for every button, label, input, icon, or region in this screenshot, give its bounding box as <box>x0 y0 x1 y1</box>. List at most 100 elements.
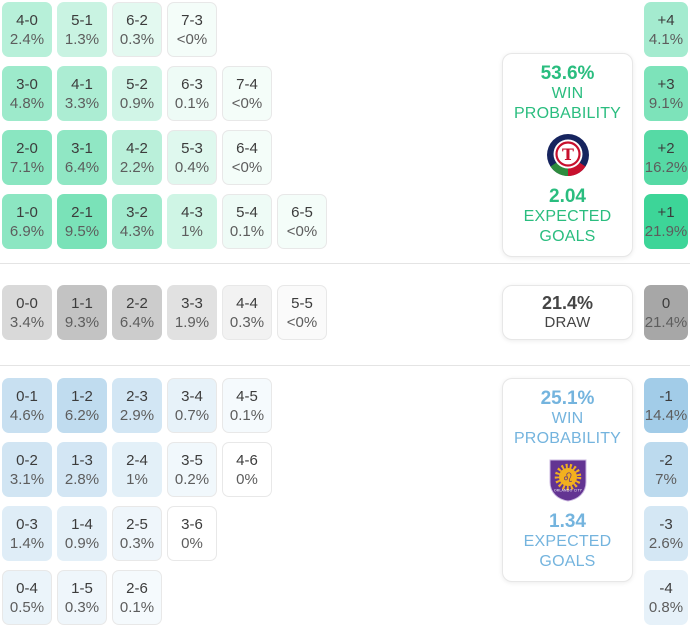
probability: 2.9% <box>119 406 155 424</box>
probability: <0% <box>231 158 263 176</box>
goal-diff-cell-+4: +4 4.1% <box>644 2 688 57</box>
scoreline: 4-6 <box>236 451 258 469</box>
score-cell-6-3: 6-3 0.1% <box>167 66 217 121</box>
score-cell-5-3: 5-3 0.4% <box>167 130 217 185</box>
score-cell-4-1: 4-1 3.3% <box>57 66 107 121</box>
away-win-panel: 25.1% WIN PROBABILITY ♌ ORLANDO CITY 1.3… <box>502 378 633 582</box>
scoreline: 6-4 <box>236 139 258 157</box>
probability: 2.6% <box>648 534 684 552</box>
probability: 0.1% <box>229 222 265 240</box>
scoreline: 2-1 <box>71 203 93 221</box>
goal-diff-cell--4: -4 0.8% <box>644 570 688 625</box>
scoreline: 0-0 <box>16 294 38 312</box>
probability: 7% <box>655 470 677 488</box>
scoreline: 0-2 <box>16 451 38 469</box>
section-divider <box>0 365 690 366</box>
probability: 0% <box>236 470 258 488</box>
probability: 0.1% <box>174 94 210 112</box>
home-win-scores-grid: 4-0 2.4% 5-1 1.3% 6-2 0.3% 7-3 <0% 3-0 4.8% 4-1 3.3… <box>2 2 327 258</box>
score-cell-0-3: 0-3 1.4% <box>2 506 52 561</box>
probability: 4.6% <box>9 406 45 424</box>
scoreline: 6-5 <box>291 203 313 221</box>
home-team-logo-icon: T <box>546 134 589 176</box>
section-divider <box>0 263 690 264</box>
score-row: 2-0 7.1% 3-1 6.4% 4-2 2.2% 5-3 0.4% 6-4 <0% <box>2 130 327 185</box>
goal-diff-cell--2: -2 7% <box>644 442 688 497</box>
probability: 0.3% <box>229 313 265 331</box>
probability: <0% <box>286 222 318 240</box>
score-cell-1-2: 1-2 6.2% <box>57 378 107 433</box>
score-cell-4-0: 4-0 2.4% <box>2 2 52 57</box>
score-cell-3-1: 3-1 6.4% <box>57 130 107 185</box>
probability: 4.3% <box>119 222 155 240</box>
scoreline: 3-1 <box>71 139 93 157</box>
scoreline: 5-4 <box>236 203 258 221</box>
scoreline: 4-2 <box>126 139 148 157</box>
probability: 3.1% <box>9 470 45 488</box>
scoreline: 3-0 <box>16 75 38 93</box>
scoreline: 3-6 <box>181 515 203 533</box>
scoreline: 3-3 <box>181 294 203 312</box>
score-row: 3-0 4.8% 4-1 3.3% 5-2 0.9% 6-3 0.1% 7-4 <0% <box>2 66 327 121</box>
score-row: 0-0 3.4% 1-1 9.3% 2-2 6.4% 3-3 1.9% 4-4 0.3% 5-5 <0… <box>2 285 327 340</box>
score-row: 0-3 1.4% 1-4 0.9% 2-5 0.3% 3-6 0% <box>2 506 272 561</box>
probability: 3.4% <box>9 313 45 331</box>
probability: 2.8% <box>64 470 100 488</box>
probability: 0.7% <box>174 406 210 424</box>
scoreline: 1-2 <box>71 387 93 405</box>
away-team-badge-text: ORLANDO CITY <box>553 489 582 493</box>
probability: 1.4% <box>9 534 45 552</box>
away-goal-diff-column: -1 14.4% -2 7% -3 2.6% -4 0.8% <box>644 378 688 625</box>
score-cell-1-3: 1-3 2.8% <box>57 442 107 497</box>
scoreline: 0-1 <box>16 387 38 405</box>
away-team-logo-icon: ♌ ORLANDO CITY <box>549 459 586 502</box>
goal-diff-cell-+3: +3 9.1% <box>644 66 688 121</box>
probability: 0.1% <box>229 406 265 424</box>
scoreline: 5-1 <box>71 11 93 29</box>
probability: 21.4% <box>644 313 688 331</box>
away-expected-goals: 1.34 EXPECTED GOALS <box>512 511 624 572</box>
scoreline: 0-4 <box>16 579 38 597</box>
scoreline: 1-0 <box>16 203 38 221</box>
probability: 9.3% <box>64 313 100 331</box>
score-cell-3-4: 3-4 0.7% <box>167 378 217 433</box>
home-win-probability-value: 53.6% <box>540 63 595 84</box>
scoreline: 7-3 <box>181 11 203 29</box>
score-cell-6-5: 6-5 <0% <box>277 194 327 249</box>
score-cell-2-0: 2-0 7.1% <box>2 130 52 185</box>
probability: 0.3% <box>119 30 155 48</box>
score-cell-2-3: 2-3 2.9% <box>112 378 162 433</box>
probability: 0.9% <box>64 534 100 552</box>
score-cell-5-2: 5-2 0.9% <box>112 66 162 121</box>
probability: 0.4% <box>174 158 210 176</box>
goal-diff: +2 <box>657 139 675 157</box>
score-cell-7-4: 7-4 <0% <box>222 66 272 121</box>
score-cell-2-6: 2-6 0.1% <box>112 570 162 625</box>
probability: 6.2% <box>64 406 100 424</box>
goal-diff-cell-+2: +2 16.2% <box>644 130 688 185</box>
score-cell-6-2: 6-2 0.3% <box>112 2 162 57</box>
scoreline: 5-2 <box>126 75 148 93</box>
score-cell-0-1: 0-1 4.6% <box>2 378 52 433</box>
probability: 1% <box>126 470 148 488</box>
draw-goal-diff-column: 0 21.4% <box>644 285 688 340</box>
goal-diff: +1 <box>657 203 675 221</box>
probability: 0.2% <box>174 470 210 488</box>
score-row: 4-0 2.4% 5-1 1.3% 6-2 0.3% 7-3 <0% <box>2 2 327 57</box>
goal-diff: -1 <box>659 387 673 405</box>
score-cell-4-6: 4-6 0% <box>222 442 272 497</box>
score-row: 0-2 3.1% 1-3 2.8% 2-4 1% 3-5 0.2% 4-6 0% <box>2 442 272 497</box>
home-win-probability: 53.6% WIN PROBABILITY <box>512 63 624 124</box>
score-cell-2-4: 2-4 1% <box>112 442 162 497</box>
probability: 1% <box>181 222 203 240</box>
scoreline: 6-3 <box>181 75 203 93</box>
goal-diff-cell-+1: +1 21.9% <box>644 194 688 249</box>
score-cell-3-5: 3-5 0.2% <box>167 442 217 497</box>
away-win-scores-grid: 0-1 4.6% 1-2 6.2% 2-3 2.9% 3-4 0.7% 4-5 0.1% 0-2 3.… <box>2 378 272 634</box>
away-win-probability-label: WIN PROBABILITY <box>513 410 622 447</box>
probability: 0.8% <box>648 598 684 616</box>
goal-diff: 0 <box>661 294 671 312</box>
scoreline: 0-3 <box>16 515 38 533</box>
home-expected-goals-value: 2.04 <box>549 186 586 207</box>
